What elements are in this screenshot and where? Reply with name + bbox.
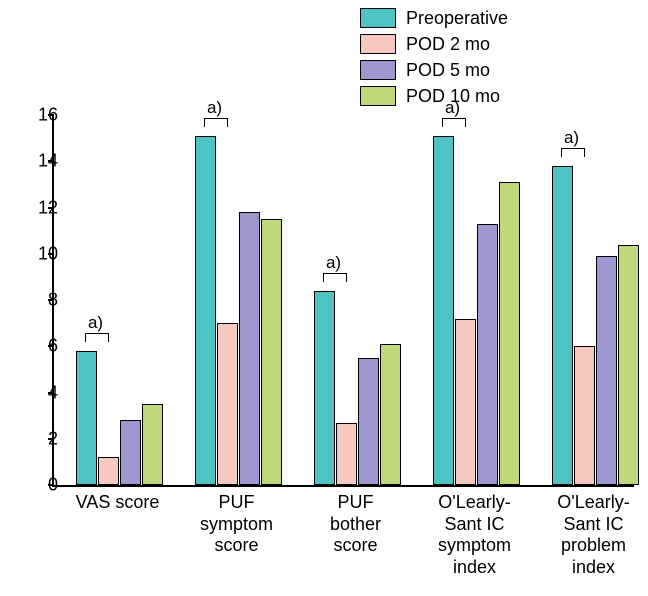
y-tick-label: 6 xyxy=(18,336,58,357)
bar xyxy=(380,344,401,485)
y-tick-label: 0 xyxy=(18,475,58,496)
bar xyxy=(195,136,216,485)
annotation-label: a) xyxy=(207,98,222,118)
y-tick-label: 4 xyxy=(18,382,58,403)
legend-label: Preoperative xyxy=(406,8,508,29)
annotation-label: a) xyxy=(564,128,579,148)
bar xyxy=(239,212,260,485)
bar xyxy=(552,166,573,485)
bar xyxy=(358,358,379,485)
bar-chart: Preoperative POD 2 mo POD 5 mo POD 10 mo 0 2… xyxy=(0,0,648,596)
bar xyxy=(574,346,595,485)
plot-area xyxy=(52,115,634,487)
annotation-bracket xyxy=(85,333,109,342)
legend-swatch xyxy=(360,86,396,106)
legend-item: POD 10 mo xyxy=(360,84,508,108)
legend-item: POD 2 mo xyxy=(360,32,508,56)
annotation-label: a) xyxy=(88,313,103,333)
annotation-label: a) xyxy=(326,253,341,273)
bar xyxy=(142,404,163,485)
category-label: O'Learly-Sant ICproblemindex xyxy=(534,492,648,578)
bar xyxy=(98,457,119,485)
legend-item: POD 5 mo xyxy=(360,58,508,82)
bar xyxy=(477,224,498,485)
category-label: O'Learly-Sant ICsymptomindex xyxy=(415,492,535,578)
bar xyxy=(596,256,617,485)
bar xyxy=(455,319,476,486)
annotation-bracket xyxy=(561,148,585,157)
y-tick-label: 16 xyxy=(18,105,58,126)
bar xyxy=(499,182,520,485)
y-tick-label: 2 xyxy=(18,428,58,449)
legend: Preoperative POD 2 mo POD 5 mo POD 10 mo xyxy=(360,6,508,110)
annotation-label: a) xyxy=(445,98,460,118)
bar xyxy=(314,291,335,485)
bar xyxy=(336,423,357,485)
annotation-bracket xyxy=(442,118,466,127)
legend-swatch xyxy=(360,34,396,54)
bar xyxy=(120,420,141,485)
legend-item: Preoperative xyxy=(360,6,508,30)
legend-swatch xyxy=(360,8,396,28)
category-label: PUFsymptomscore xyxy=(177,492,297,557)
bar xyxy=(261,219,282,485)
legend-label: POD 5 mo xyxy=(406,60,490,81)
y-tick-label: 12 xyxy=(18,197,58,218)
category-label: VAS score xyxy=(58,492,178,514)
y-tick-label: 8 xyxy=(18,290,58,311)
y-tick-label: 14 xyxy=(18,151,58,172)
legend-label: POD 2 mo xyxy=(406,34,490,55)
annotation-bracket xyxy=(204,118,228,127)
category-label: PUFbotherscore xyxy=(296,492,416,557)
y-tick-label: 10 xyxy=(18,243,58,264)
legend-swatch xyxy=(360,60,396,80)
annotation-bracket xyxy=(323,273,347,282)
bar xyxy=(433,136,454,485)
bar xyxy=(217,323,238,485)
bar xyxy=(76,351,97,485)
bar xyxy=(618,245,639,486)
